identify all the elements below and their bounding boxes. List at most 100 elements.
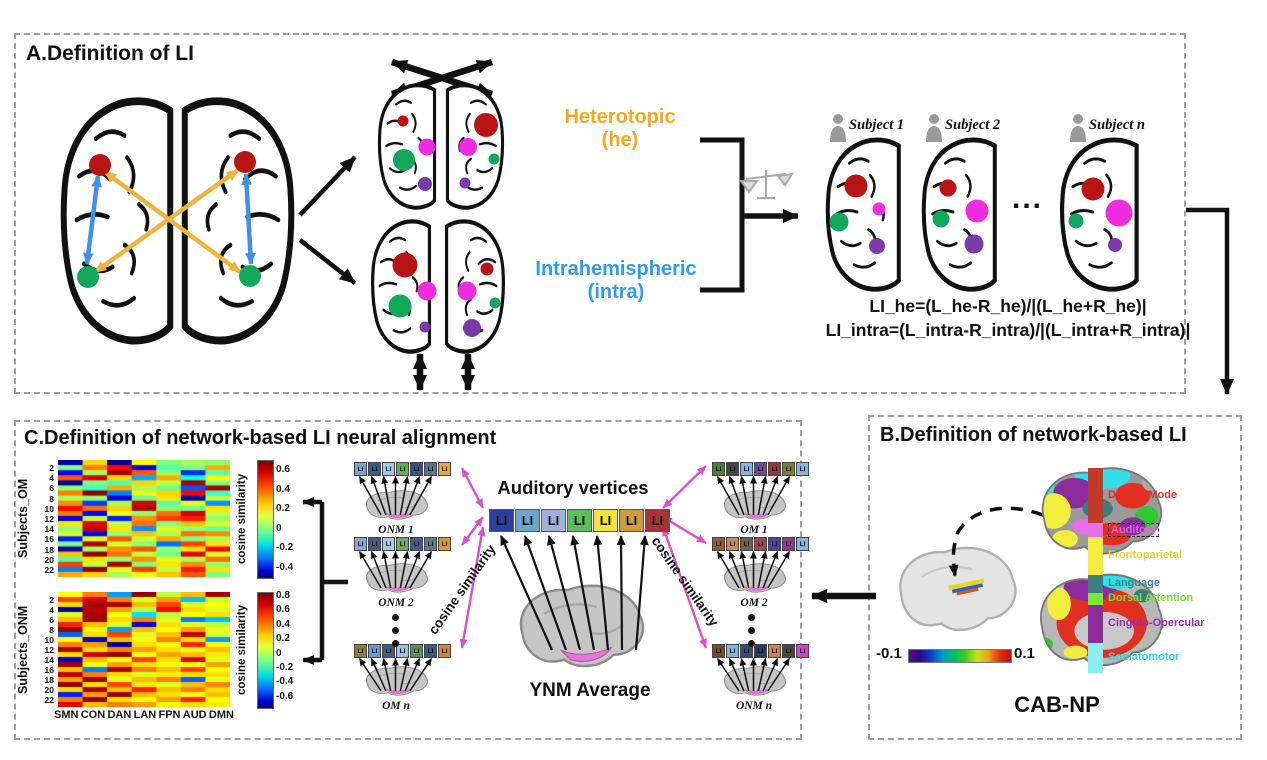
arrow-panel-a-to-b: [1186, 207, 1234, 395]
omn-li-row: LI LI LI LI LI LI LI: [354, 644, 451, 658]
colorbar-tick: -0.4: [276, 676, 294, 688]
li-box: LI: [754, 462, 767, 476]
li-box: LI: [768, 462, 781, 476]
li-box: LI: [438, 462, 451, 476]
heatmap-ytick: 14: [44, 655, 54, 665]
panel-b-title: B.Definition of network-based LI: [880, 424, 1187, 446]
li-box: LI: [396, 462, 409, 476]
li-box: LI: [382, 462, 395, 476]
legend-swatch: [1088, 575, 1103, 593]
li-box: LI: [382, 644, 395, 658]
legend-swatch: [1088, 643, 1103, 673]
om1-label: OM 1: [740, 524, 768, 536]
heatmap-ytick: 8: [49, 493, 54, 504]
li-box: LI: [712, 537, 725, 551]
li-box: LI: [541, 509, 566, 532]
li-intra-formula: LI_intra=(L_intra-R_intra)/|(L_intra+R_i…: [825, 320, 1191, 340]
heterotopic-sublabel: (he): [601, 129, 639, 151]
li-box: LI: [619, 509, 644, 532]
heatmap-ytick: 6: [49, 483, 54, 494]
legend-swatch: [1088, 537, 1103, 575]
onm1-li-row: LI LI LI LI LI LI LI: [354, 462, 451, 476]
heatmap-ytick: 12: [44, 645, 54, 655]
subject-1-label: Subject 1: [849, 117, 905, 133]
colorbar-tick: 0.2: [276, 503, 290, 515]
heatmap-xlabel: LAN: [133, 709, 157, 721]
left-column-ellipsis: [392, 614, 399, 647]
heatmap-ytick: 18: [44, 544, 54, 555]
onmn-li-row: LI LI LI LI LI LI LI: [712, 644, 809, 658]
li-box: LI: [410, 537, 423, 551]
li-box: LI: [796, 644, 809, 658]
heatmap-ytick: 10: [44, 635, 54, 645]
li-box: LI: [754, 537, 767, 551]
legend-swatch: [1088, 523, 1103, 537]
panel-c-neural-alignment: [14, 420, 802, 740]
li-box: LI: [424, 537, 437, 551]
li-box: LI: [712, 462, 725, 476]
li-box: LI: [368, 644, 381, 658]
right-column-ellipsis: [748, 614, 755, 647]
heatmap-ytick: 22: [44, 564, 54, 575]
legend-label: Language: [1108, 577, 1160, 589]
heatmap-ytick: 4: [49, 473, 54, 484]
colorbar-tick: 0: [276, 647, 282, 659]
intrahemispheric-sublabel: (intra): [587, 281, 645, 303]
li-box: LI: [424, 644, 437, 658]
li-box: LI: [424, 462, 437, 476]
li-box: LI: [768, 537, 781, 551]
heatmap-ytick: 12: [44, 514, 54, 524]
omn-label: OM n: [382, 700, 410, 712]
colorbar-b-max: 0.1: [1014, 645, 1035, 662]
heatmap-xlabel: DAN: [107, 709, 132, 721]
auditory-vertices-li-row: LI LI LI LI LI LI LI: [489, 509, 670, 532]
panel-b-network-li: [868, 415, 1242, 740]
heatmap-xlabel: AUD: [182, 709, 207, 721]
panel-c-title: C.Definition of network-based LI neural …: [24, 427, 497, 449]
li-box: LI: [368, 537, 381, 551]
li-box: LI: [382, 537, 395, 551]
colorbar-tick: 0.4: [276, 483, 290, 495]
colorbar-tick: -0.6: [276, 690, 294, 702]
colorbar-b-min: -0.1: [876, 645, 902, 662]
li-box: LI: [740, 537, 753, 551]
legend-label: Dorsal Attention: [1108, 592, 1194, 604]
intrahemispheric-label: Intrahemispheric: [535, 258, 697, 280]
colorbar-om-label: cosine similarity: [236, 473, 248, 564]
heatmap-ytick: 20: [44, 554, 54, 565]
li-box: LI: [740, 644, 753, 658]
om1-li-row: LI LI LI LI LI LI LI: [712, 462, 809, 476]
li-box: LI: [396, 644, 409, 658]
heatmap-xlabel: DMN: [208, 709, 234, 721]
li-box: LI: [368, 462, 381, 476]
heatmap-ytick: 18: [44, 675, 54, 685]
li-box: LI: [782, 537, 795, 551]
panel-a-definition-of-li: [14, 33, 1186, 394]
li-box: LI: [726, 537, 739, 551]
li-box: LI: [782, 462, 795, 476]
heatmap-xlabel: CON: [80, 709, 106, 721]
network-legend-bar: [1088, 468, 1103, 673]
heatmap-ytick: 2: [49, 595, 54, 605]
heatmap-ytick: 2: [49, 463, 54, 474]
heatmap-ytick: 8: [49, 625, 54, 635]
legend-label: Default Mode: [1108, 488, 1178, 501]
ynm-average-label: YNM Average: [529, 680, 651, 701]
colorbar-tick: 0.6: [276, 604, 290, 616]
colorbar-tick: -0.4: [276, 561, 294, 573]
panel-a-title: A.Definition of LI: [26, 42, 194, 65]
colorbar-onm-label: cosine similarity: [236, 604, 248, 695]
colorbar-tick: 0.6: [276, 464, 290, 476]
li-box: LI: [354, 537, 367, 551]
heatmap-ytick: 22: [44, 695, 54, 705]
li-box: LI: [796, 537, 809, 551]
li-box: LI: [796, 462, 809, 476]
legend-label: Cingulo-Opercular: [1108, 617, 1205, 629]
li-box: LI: [354, 644, 367, 658]
heatmap-xlabels: SMN CON DAN LAN FPN AUD DMN: [54, 709, 234, 721]
heatmap-ytick: 6: [49, 615, 54, 625]
colorbar-tick: -0.2: [276, 542, 294, 554]
li-box: LI: [489, 509, 514, 532]
om2-label: OM 2: [740, 597, 768, 609]
